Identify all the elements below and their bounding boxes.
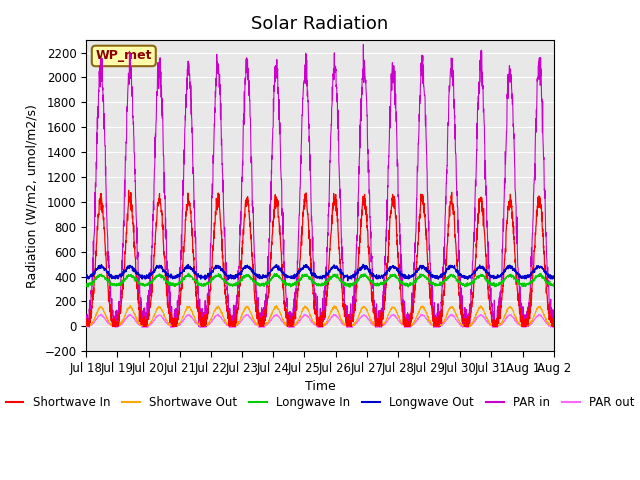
X-axis label: Time: Time <box>305 380 335 393</box>
Text: WP_met: WP_met <box>95 49 152 62</box>
Legend: Shortwave In, Shortwave Out, Longwave In, Longwave Out, PAR in, PAR out: Shortwave In, Shortwave Out, Longwave In… <box>1 391 639 414</box>
Title: Solar Radiation: Solar Radiation <box>252 15 388 33</box>
Y-axis label: Radiation (W/m2, umol/m2/s): Radiation (W/m2, umol/m2/s) <box>26 104 39 288</box>
